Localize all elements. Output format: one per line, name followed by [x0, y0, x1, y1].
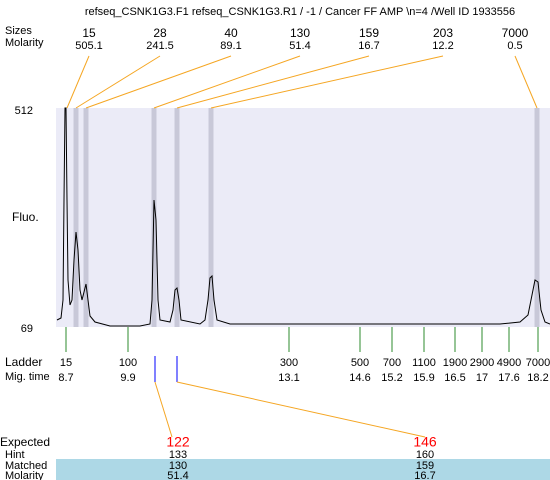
peak-molarity: 241.5	[146, 40, 174, 52]
peak-molarity: 12.2	[432, 40, 453, 52]
peak-connector	[66, 55, 90, 109]
peak-molarity: 89.1	[220, 40, 241, 52]
y-max-label: 512	[15, 105, 33, 117]
matched-molarity: 51.4	[167, 470, 188, 480]
peak-band	[534, 108, 540, 327]
peak-molarity: 505.1	[75, 40, 103, 52]
peak-size: 130	[290, 26, 310, 40]
ladder-row-label: Ladder	[5, 355, 42, 369]
peak-size: 28	[153, 26, 167, 40]
matched-size: 130	[169, 460, 187, 472]
ladder-mig-time: 17.6	[498, 372, 519, 384]
ladder-mig-time: 13.1	[278, 372, 299, 384]
peak-size: 40	[224, 26, 238, 40]
ladder-mig-time: 17	[476, 372, 488, 384]
expected-size: 146	[413, 434, 437, 450]
hint-size: 160	[416, 449, 434, 461]
trace	[56, 107, 550, 327]
ladder-size: 1100	[412, 357, 436, 369]
ladder-size: 4900	[497, 357, 521, 369]
peak-connector	[153, 55, 301, 109]
ladder-size: 15	[60, 357, 72, 369]
ladder-size: 100	[119, 357, 137, 369]
peak-size: 15	[82, 26, 96, 40]
title: refseq_CSNK1G3.F1 refseq_CSNK1G3.R1 / -1…	[85, 6, 515, 18]
peak-connector	[514, 55, 538, 109]
ladder-size: 700	[383, 357, 401, 369]
expected-label: Expected	[0, 435, 50, 449]
ladder-size: 300	[280, 357, 298, 369]
matched-molarity: 16.7	[414, 470, 435, 480]
peak-molarity: 16.7	[358, 40, 379, 52]
ladder-row-label: Mig. time	[5, 371, 50, 383]
plot-area	[56, 108, 550, 327]
peak-band	[83, 108, 89, 327]
peak-connector	[75, 55, 161, 109]
ladder-mig-time: 16.5	[444, 372, 465, 384]
peak-size: 203	[433, 26, 453, 40]
peak-connector	[176, 55, 370, 109]
expected-size: 122	[166, 434, 190, 450]
ladder-size: 2900	[470, 357, 494, 369]
peak-molarity: 0.5	[507, 40, 522, 52]
ladder-mig-time: 15.2	[381, 372, 402, 384]
y-axis-label: Fluo.	[12, 210, 39, 224]
peak-size: 159	[359, 26, 379, 40]
ladder-mig-time: 15.9	[413, 372, 434, 384]
ladder-size: 500	[351, 357, 369, 369]
peak-band	[73, 108, 79, 327]
hint-size: 133	[169, 449, 187, 461]
ladder-mig-time: 14.6	[349, 372, 370, 384]
peak-molarity: 51.4	[289, 40, 310, 52]
expected-row-label: Molarity	[5, 470, 44, 480]
ladder-size: 1900	[443, 357, 467, 369]
peak-band	[174, 108, 180, 327]
peak-connector	[85, 55, 232, 109]
matched-size: 159	[416, 460, 434, 472]
expected-row-label: Matched	[5, 460, 47, 472]
ladder-size: 7000	[526, 357, 550, 369]
ladder-mig-time: 18.2	[527, 372, 548, 384]
matched-band	[56, 459, 550, 480]
peak-size: 7000	[502, 26, 529, 40]
ladder-mig-time: 9.9	[120, 372, 135, 384]
peak-connector	[210, 55, 444, 109]
connector	[154, 381, 173, 438]
peaks-row-label: Sizes	[5, 25, 32, 37]
connector	[176, 381, 426, 438]
ladder-mig-time: 8.7	[58, 372, 73, 384]
y-min-label: 69	[21, 323, 33, 335]
peak-band	[208, 108, 214, 327]
expected-row-label: Hint	[5, 449, 25, 461]
peaks-row-label: Molarity	[5, 37, 44, 49]
